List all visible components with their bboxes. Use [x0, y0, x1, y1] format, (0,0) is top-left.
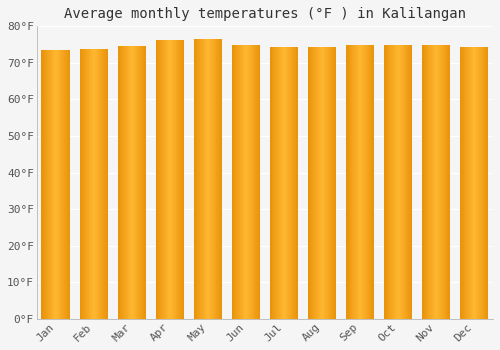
Title: Average monthly temperatures (°F ) in Kalilangan: Average monthly temperatures (°F ) in Ka… — [64, 7, 466, 21]
